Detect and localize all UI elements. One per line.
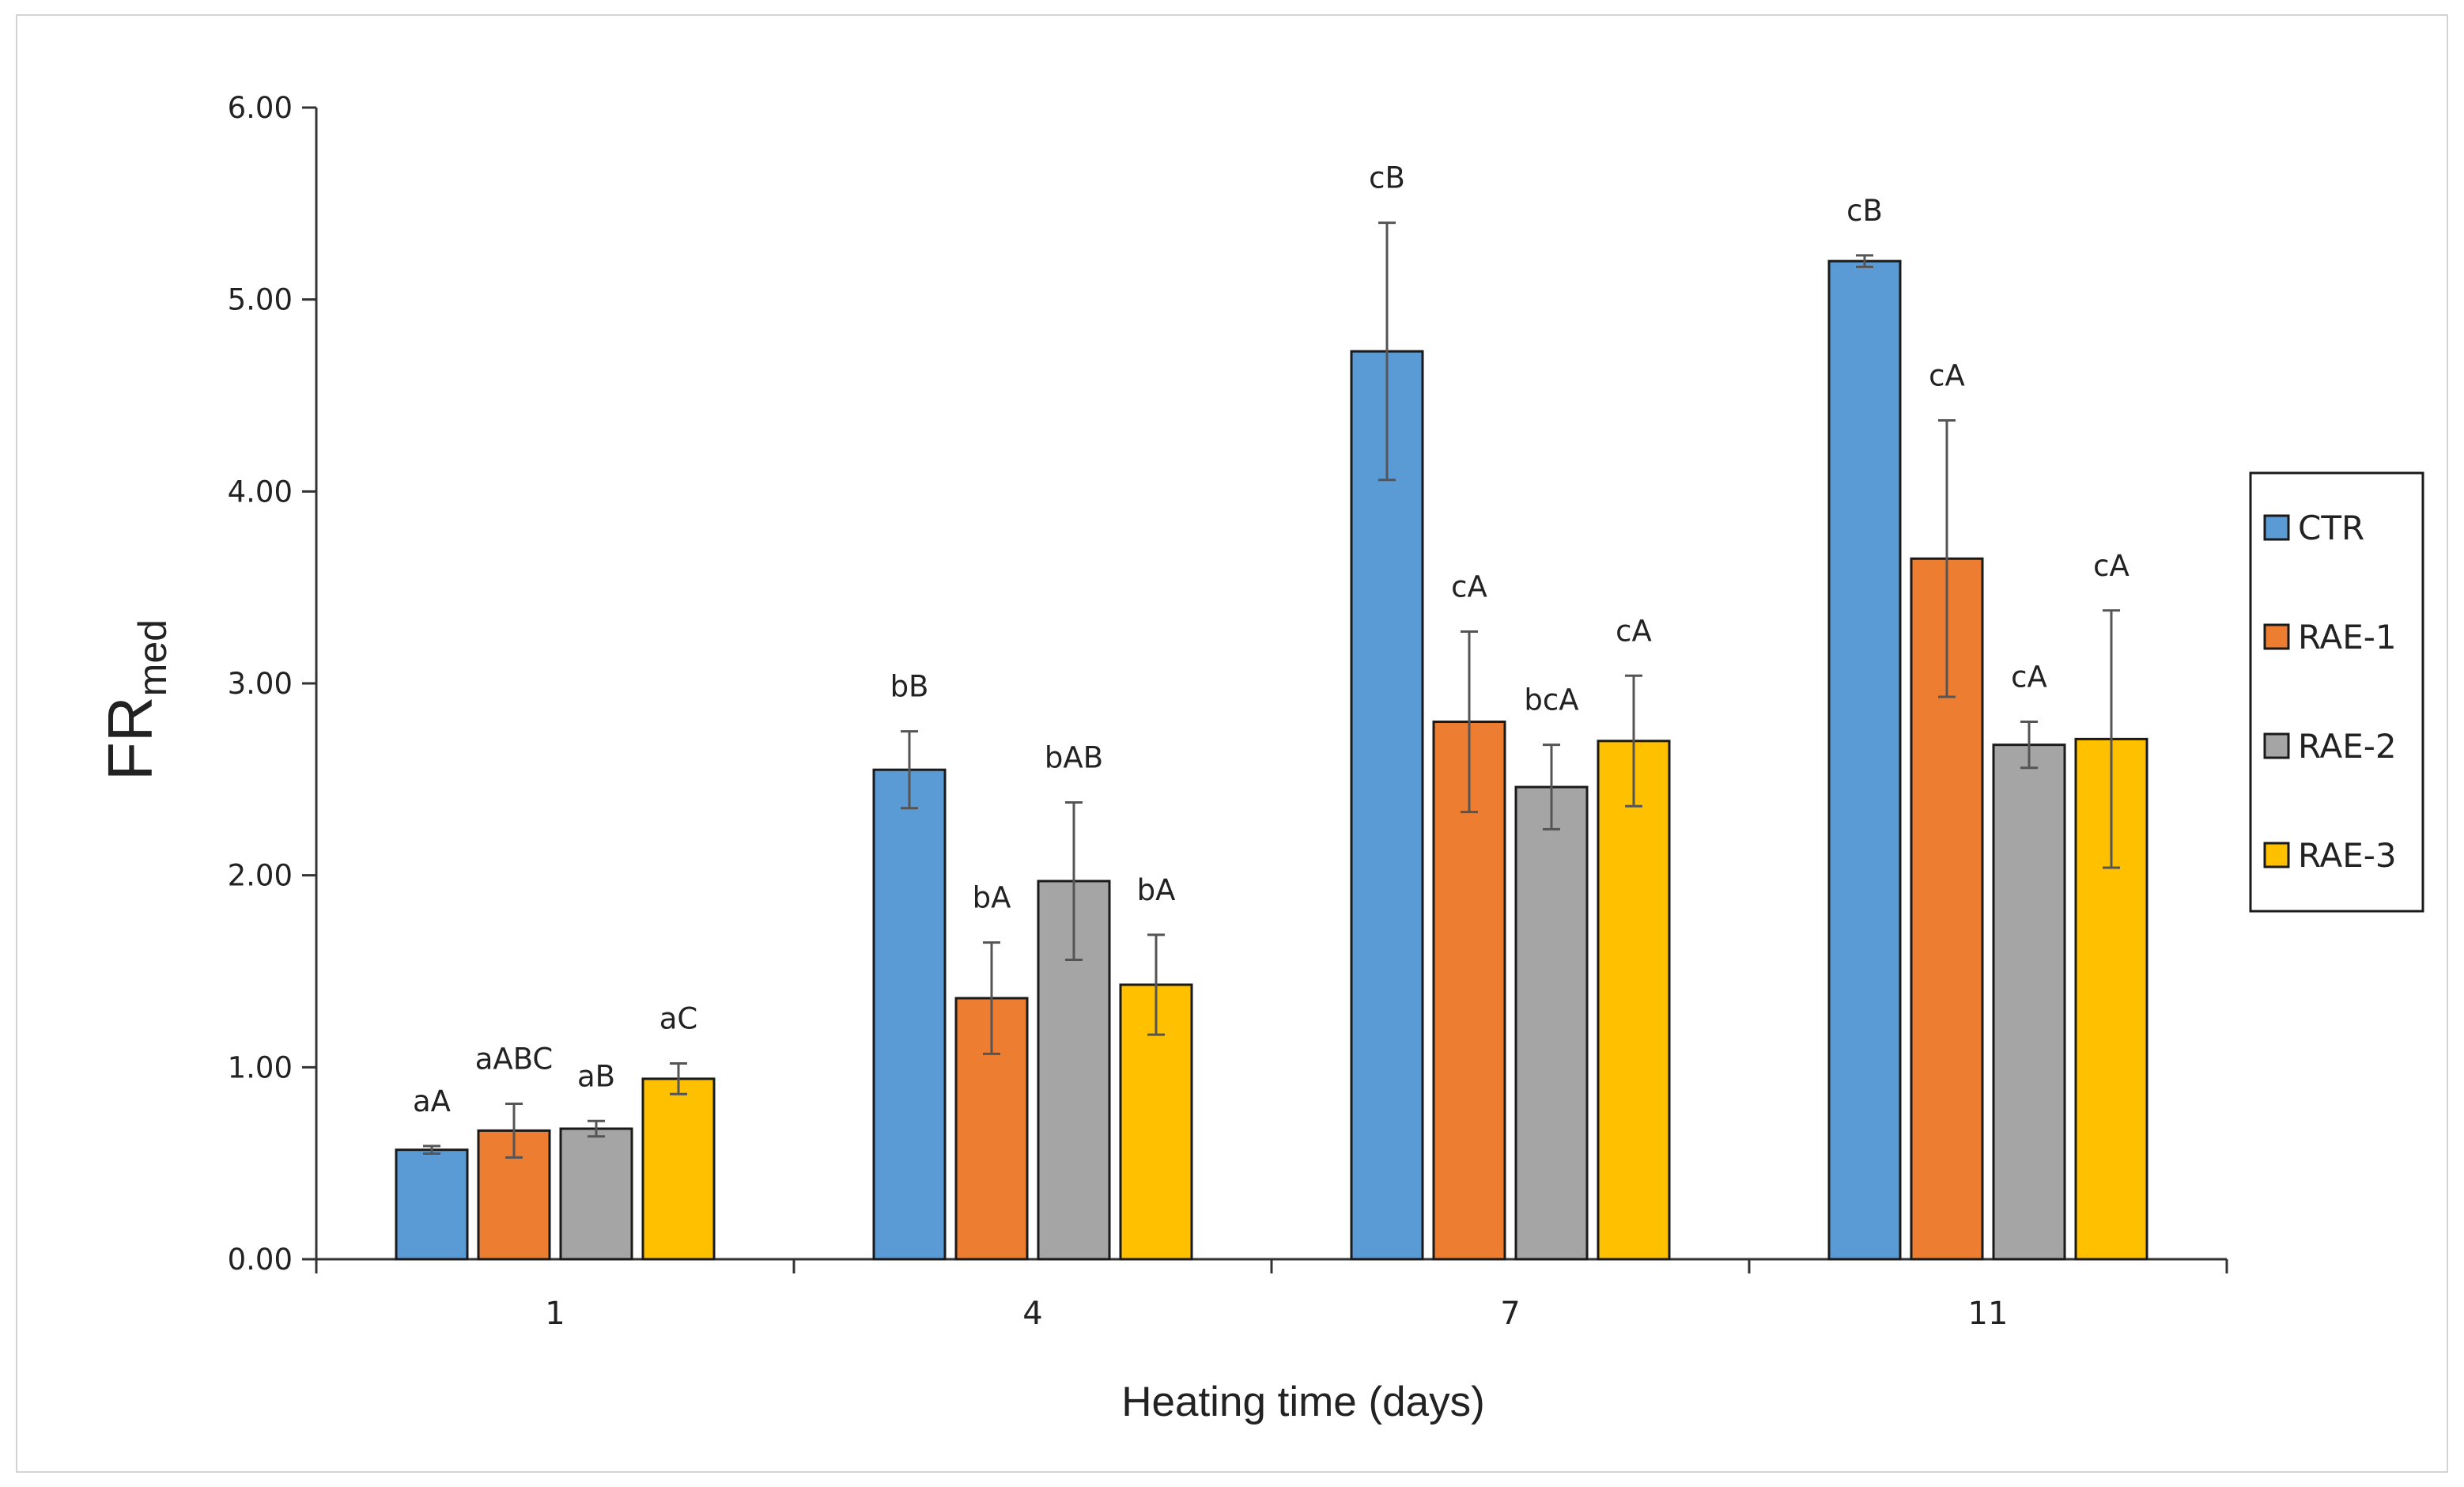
legend-item-rae-3: RAE-3 bbox=[2263, 836, 2397, 875]
legend-label: RAE-1 bbox=[2298, 618, 2397, 656]
x-tick-label: 4 bbox=[1022, 1296, 1042, 1332]
significance-label: bcA bbox=[1524, 683, 1578, 717]
significance-label: cA bbox=[1616, 614, 1652, 648]
error-bar bbox=[1065, 800, 1083, 961]
legend-item-ctr: CTR bbox=[2263, 509, 2364, 547]
legend-swatch bbox=[2263, 842, 2290, 868]
error-bar bbox=[588, 1119, 605, 1138]
legend-label: RAE-3 bbox=[2298, 836, 2397, 875]
significance-label: bA bbox=[1137, 873, 1176, 907]
significance-label: aB bbox=[577, 1059, 615, 1093]
error-bar bbox=[423, 1145, 440, 1156]
error-bar bbox=[2103, 609, 2120, 869]
bar-ctr-7 bbox=[1350, 350, 1424, 1261]
bar-rae-3-1 bbox=[641, 1077, 716, 1261]
significance-labels: aA bB cB cB aABC bA cA cA aB bAB bcA cA aC bA cA cA bbox=[413, 161, 2130, 1118]
error-bar bbox=[983, 941, 1000, 1055]
legend-box bbox=[2249, 471, 2424, 913]
significance-label: cB bbox=[1369, 161, 1405, 195]
error-bar bbox=[901, 730, 918, 810]
x-tick-label: 11 bbox=[1968, 1296, 2009, 1332]
bar-rae-2-7 bbox=[1514, 785, 1589, 1261]
significance-label: bAB bbox=[1045, 740, 1103, 774]
y-tick-label: 2.00 bbox=[228, 859, 293, 893]
error-bar bbox=[670, 1061, 687, 1095]
significance-label: cA bbox=[1929, 359, 1965, 393]
legend-swatch bbox=[2263, 514, 2290, 541]
significance-label: cB bbox=[1846, 194, 1883, 228]
x-axis-title: Heating time (days) bbox=[1121, 1379, 1485, 1425]
x-tick-label: 7 bbox=[1500, 1296, 1520, 1332]
y-tick-label: 5.00 bbox=[228, 283, 293, 317]
significance-label: cA bbox=[2093, 549, 2130, 583]
error-bar bbox=[2020, 721, 2038, 770]
legend-swatch bbox=[2263, 732, 2290, 759]
significance-label: aA bbox=[413, 1084, 451, 1118]
x-tick-label: 1 bbox=[545, 1296, 565, 1332]
axes: 0.00 1.00 2.00 3.00 4.00 5.00 6.00 1 4 7 11 bbox=[228, 91, 2228, 1332]
significance-label: bB bbox=[890, 670, 929, 704]
y-tick-label: 4.00 bbox=[228, 475, 293, 509]
error-bar bbox=[505, 1102, 523, 1159]
bar-rae-3-7 bbox=[1597, 740, 1671, 1261]
legend-swatch bbox=[2263, 623, 2290, 650]
bar-ctr-11 bbox=[1827, 259, 1902, 1261]
legend-label: RAE-2 bbox=[2298, 727, 2397, 766]
y-tick-label: 0.00 bbox=[228, 1243, 293, 1277]
error-bar bbox=[1625, 674, 1642, 808]
significance-label: cA bbox=[1451, 569, 1487, 604]
error-bar bbox=[1938, 419, 1956, 698]
significance-label: aABC bbox=[475, 1042, 554, 1076]
y-tick-label: 6.00 bbox=[228, 91, 293, 125]
y-axis-title-subscript: med bbox=[130, 619, 175, 696]
y-axis-title-main: FR bbox=[95, 696, 165, 781]
error-bar bbox=[1543, 744, 1560, 831]
bars bbox=[395, 259, 2148, 1261]
significance-label: aC bbox=[659, 1001, 698, 1035]
legend: CTR RAE-1 RAE-2 RAE-3 bbox=[2249, 471, 2424, 913]
error-bar bbox=[1461, 630, 1478, 814]
bar-ctr-1 bbox=[395, 1148, 469, 1261]
error-bar bbox=[1378, 221, 1396, 482]
legend-label: CTR bbox=[2298, 509, 2364, 547]
legend-item-rae-1: RAE-1 bbox=[2263, 618, 2397, 656]
bar-rae-2-1 bbox=[559, 1127, 633, 1261]
error-bars bbox=[423, 221, 2120, 1159]
y-axis-title: FRmed bbox=[95, 619, 175, 781]
significance-label: bA bbox=[973, 881, 1011, 915]
bar-rae-2-11 bbox=[1992, 744, 2066, 1261]
error-bar bbox=[1856, 254, 1873, 268]
significance-label: cA bbox=[2011, 660, 2047, 694]
bar-ctr-4 bbox=[872, 768, 947, 1261]
y-tick-label: 3.00 bbox=[228, 667, 293, 701]
y-tick-label: 1.00 bbox=[228, 1050, 293, 1084]
legend-item-rae-2: RAE-2 bbox=[2263, 727, 2397, 766]
error-bar bbox=[1147, 933, 1165, 1036]
